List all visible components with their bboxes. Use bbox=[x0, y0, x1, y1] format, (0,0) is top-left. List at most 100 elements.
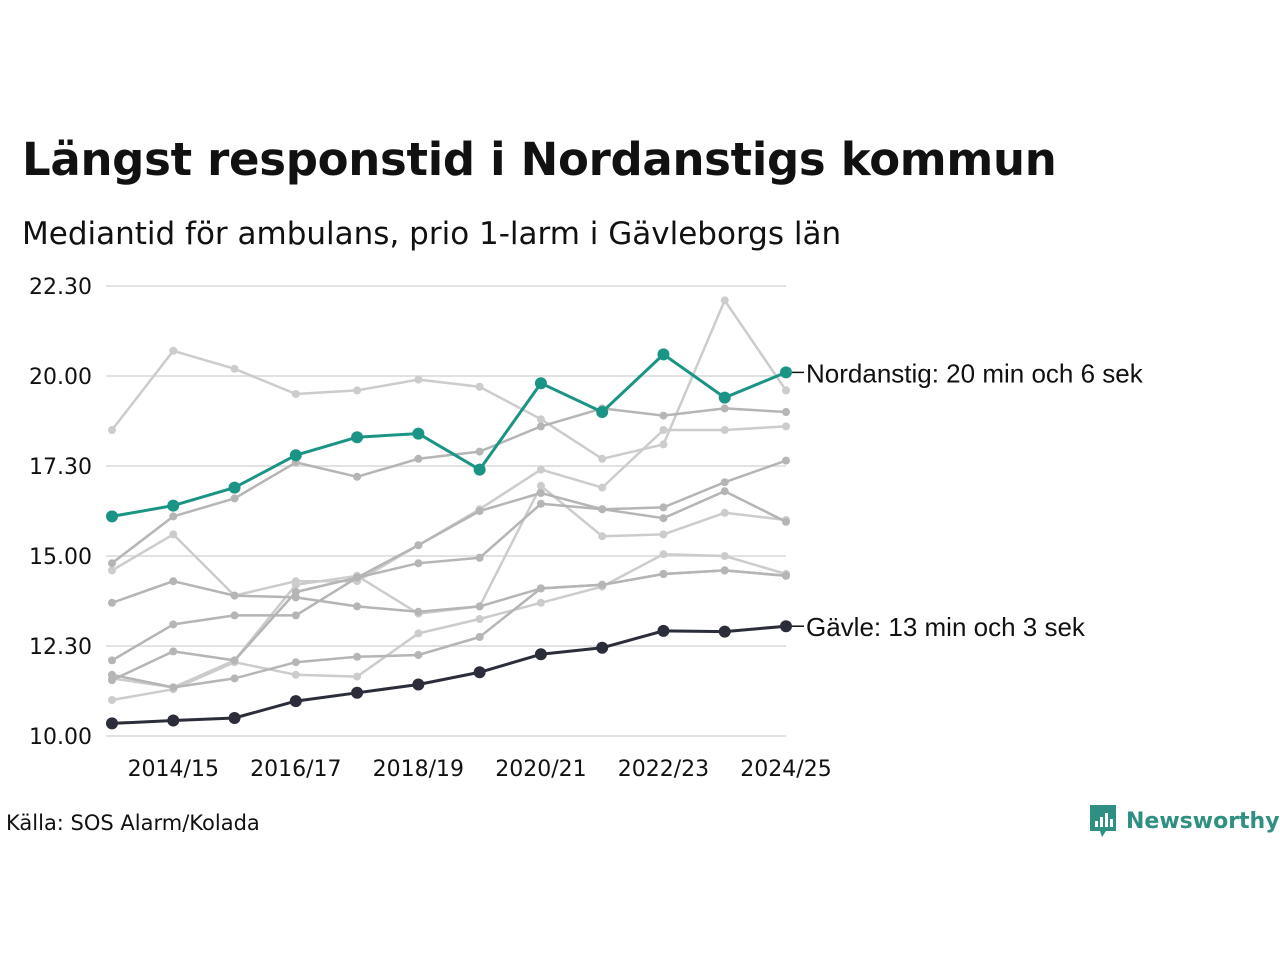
series-kommun-g bbox=[108, 566, 790, 692]
data-point bbox=[534, 377, 547, 390]
data-point bbox=[414, 559, 423, 568]
series-line bbox=[111, 552, 787, 702]
series-line bbox=[111, 459, 787, 662]
newsworthy-icon bbox=[1090, 805, 1116, 837]
data-point bbox=[230, 591, 239, 600]
series-line bbox=[111, 352, 787, 518]
series-nordanstig bbox=[106, 348, 792, 523]
data-point bbox=[782, 571, 790, 580]
data-point bbox=[534, 648, 547, 661]
data-point bbox=[167, 714, 180, 727]
data-point bbox=[659, 530, 668, 539]
data-point bbox=[108, 670, 116, 679]
data-point bbox=[475, 602, 484, 611]
data-point bbox=[169, 530, 178, 539]
data-point bbox=[291, 658, 300, 667]
x-tick-label: 2024/25 bbox=[740, 757, 831, 782]
data-point bbox=[475, 447, 484, 456]
data-point bbox=[782, 386, 790, 395]
data-point bbox=[291, 670, 300, 679]
data-point bbox=[414, 607, 423, 616]
data-point bbox=[475, 615, 484, 623]
data-point bbox=[536, 415, 545, 424]
data-point bbox=[659, 426, 668, 434]
data-point bbox=[108, 426, 116, 434]
y-tick-label: 15.00 bbox=[29, 545, 92, 570]
data-point bbox=[718, 625, 731, 638]
data-point bbox=[414, 629, 423, 638]
series-annotation: Nordanstig: 20 min och 6 sek bbox=[806, 358, 1144, 388]
y-tick-label: 20.00 bbox=[29, 365, 92, 390]
label-layer: Gävle: 13 min och 3 sek Nordanstig: 20 mi… bbox=[792, 358, 1144, 642]
data-point bbox=[475, 382, 484, 391]
data-point bbox=[596, 641, 609, 654]
data-point bbox=[291, 390, 300, 398]
series-kommun-e bbox=[108, 456, 790, 665]
data-point bbox=[414, 651, 423, 659]
data-point bbox=[782, 456, 790, 465]
data-point bbox=[536, 499, 545, 508]
data-point bbox=[659, 570, 668, 578]
data-point bbox=[351, 686, 364, 699]
data-point bbox=[289, 449, 302, 462]
data-point bbox=[412, 678, 425, 691]
data-point bbox=[536, 422, 545, 431]
data-point bbox=[169, 683, 178, 692]
data-point bbox=[598, 483, 607, 492]
data-point bbox=[473, 463, 486, 476]
data-point bbox=[169, 620, 178, 629]
data-point bbox=[230, 364, 239, 373]
data-point bbox=[720, 478, 729, 487]
data-point bbox=[782, 408, 790, 416]
data-point bbox=[720, 566, 729, 575]
data-point bbox=[169, 647, 178, 656]
data-point bbox=[353, 652, 362, 661]
data-point bbox=[598, 454, 607, 463]
data-point bbox=[659, 550, 668, 559]
data-point bbox=[598, 580, 607, 589]
data-point bbox=[659, 514, 668, 523]
data-point bbox=[291, 588, 300, 596]
data-point bbox=[414, 541, 423, 550]
data-point bbox=[536, 598, 545, 607]
data-point bbox=[657, 348, 670, 361]
series-line bbox=[111, 489, 787, 682]
data-point bbox=[598, 505, 607, 514]
data-point bbox=[782, 422, 790, 431]
data-point bbox=[230, 611, 239, 620]
data-point bbox=[108, 559, 116, 568]
y-tick-label: 22.30 bbox=[29, 275, 92, 300]
data-point bbox=[659, 411, 668, 420]
series-layer bbox=[106, 296, 792, 730]
data-point bbox=[720, 426, 729, 434]
data-point bbox=[657, 624, 670, 637]
data-point bbox=[353, 573, 362, 582]
series-annotation: Gävle: 13 min och 3 sek bbox=[806, 612, 1086, 642]
data-point bbox=[169, 577, 178, 586]
data-point bbox=[230, 656, 239, 665]
data-point bbox=[473, 666, 486, 679]
data-point bbox=[475, 553, 484, 562]
data-point bbox=[353, 472, 362, 481]
data-point bbox=[230, 494, 239, 503]
brand-logo: Newsworthy bbox=[1088, 803, 1280, 839]
data-point bbox=[475, 633, 484, 641]
series-g-vle bbox=[106, 620, 792, 730]
data-point bbox=[169, 512, 178, 521]
data-point bbox=[291, 580, 300, 589]
data-point bbox=[659, 503, 668, 512]
data-point bbox=[353, 386, 362, 395]
data-point bbox=[108, 598, 116, 607]
data-point bbox=[412, 427, 425, 440]
y-tick-label: 10.00 bbox=[29, 725, 92, 750]
data-point bbox=[536, 481, 545, 490]
data-point bbox=[720, 296, 729, 305]
y-tick-label: 12.30 bbox=[29, 635, 92, 660]
x-tick-label: 2018/19 bbox=[373, 757, 464, 782]
series-kommun-a bbox=[108, 296, 790, 463]
data-point bbox=[169, 346, 178, 355]
data-point bbox=[289, 695, 302, 708]
x-tick-label: 2022/23 bbox=[618, 757, 709, 782]
data-point bbox=[782, 517, 790, 526]
